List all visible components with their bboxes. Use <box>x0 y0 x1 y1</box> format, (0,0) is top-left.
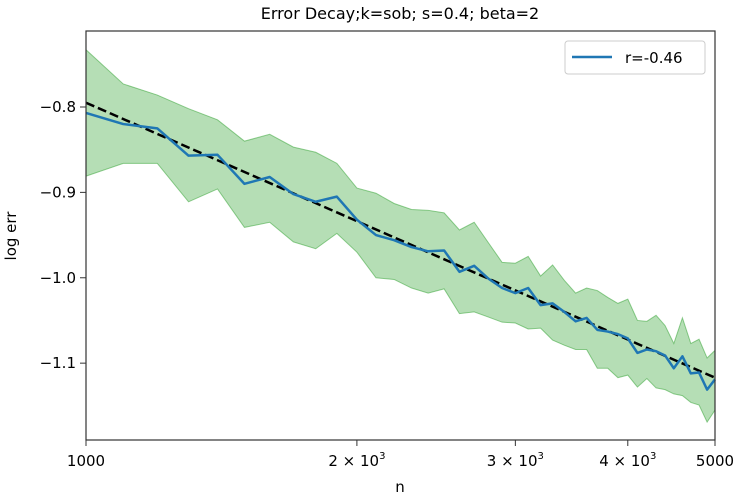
legend-label: r=-0.46 <box>625 49 683 67</box>
x-tick-label-base: 2 × 10 <box>328 452 379 470</box>
confidence-band-layer <box>85 48 716 424</box>
x-tick-label-base: 1000 <box>67 452 105 470</box>
y-axis-label: log err <box>2 211 20 261</box>
std-band <box>85 48 716 424</box>
x-axis-label: n <box>395 478 405 495</box>
y-tick-label: −1.1 <box>40 354 76 372</box>
x-axis-ticks: 1000 2 × 103 3 × 103 4 × 103 5000 <box>67 440 734 470</box>
y-tick-label: −0.9 <box>40 183 76 201</box>
y-tick-label: −1.0 <box>40 269 76 287</box>
x-tick-label: 2 × 103 <box>328 451 385 470</box>
x-tick-label: 1000 <box>67 452 105 470</box>
x-tick-label-base: 4 × 10 <box>599 452 650 470</box>
x-tick-label-base: 3 × 10 <box>487 452 538 470</box>
x-tick-label: 5000 <box>696 452 734 470</box>
series-line-layer <box>85 111 716 391</box>
legend: r=-0.46 <box>564 40 706 75</box>
y-axis-ticks: −0.8 −0.9 −1.0 −1.1 <box>40 98 86 372</box>
x-tick-label-base: 5000 <box>696 452 734 470</box>
x-tick-label-exponent: 3 <box>538 451 544 462</box>
x-tick-label-exponent: 3 <box>650 451 656 462</box>
x-tick-label-exponent: 3 <box>379 451 385 462</box>
x-tick-label: 3 × 103 <box>487 451 544 470</box>
y-tick-label: −0.8 <box>40 98 76 116</box>
plot-frame <box>85 30 716 441</box>
series-line <box>85 111 716 391</box>
legend-box <box>564 40 706 75</box>
x-tick-label: 4 × 103 <box>599 451 656 470</box>
chart-title: Error Decay;k=sob; s=0.4; beta=2 <box>261 4 539 23</box>
